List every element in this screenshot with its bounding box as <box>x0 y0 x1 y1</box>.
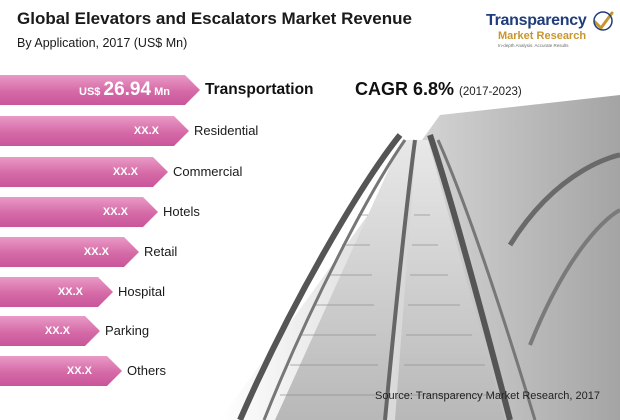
logo-line1: Transparency <box>486 12 587 29</box>
escalator-right-steps <box>395 140 505 420</box>
category-label-commercial: Commercial <box>173 164 243 179</box>
value-number: 26.94 <box>103 79 152 100</box>
cagr-period: (2017-2023) <box>459 86 522 98</box>
source-note: Source: Transparency Market Research, 20… <box>375 390 601 402</box>
category-label-residential: Residential <box>194 123 259 138</box>
category-label-hotels: Hotels <box>163 204 200 219</box>
category-label-hospital: Hospital <box>118 284 165 299</box>
bar-parking <box>0 316 100 346</box>
bar-residential <box>0 116 189 146</box>
bar-value-hospital: XX.X <box>57 286 83 298</box>
handrail-left <box>237 133 403 420</box>
bar-hospital <box>0 277 113 307</box>
category-label-retail: Retail <box>144 244 178 259</box>
category-label-others: Others <box>127 363 167 378</box>
logo-tagline: In-depth Analysis. Accurate Results <box>498 43 569 48</box>
chart-title: Global Elevators and Escalators Market R… <box>17 9 412 28</box>
chart-subtitle: By Application, 2017 (US$ Mn) <box>17 36 188 50</box>
bar-transportation <box>0 75 200 105</box>
bar-value-commercial: XX.X <box>112 166 138 178</box>
bar-value-others: XX.X <box>66 365 92 377</box>
handrail-center <box>383 139 417 420</box>
handrail-right <box>427 134 513 420</box>
cagr-label: CAGR 6.8% (2017-2023) <box>355 79 522 100</box>
bar-value-hotels: XX.X <box>102 206 128 218</box>
bar-others <box>0 356 122 386</box>
bar-retail <box>0 237 139 267</box>
escalator-illustration <box>220 95 620 420</box>
logo-line2: Market Research <box>498 30 587 42</box>
company-logo: Transparency Market Research In-depth An… <box>486 11 614 52</box>
bar-value-transportation: US$ 26.94 Mn <box>0 75 170 105</box>
bar-value-parking: XX.X <box>44 325 70 337</box>
category-label-parking: Parking <box>105 323 150 338</box>
value-currency: US$ <box>79 86 104 98</box>
bar-value-residential: XX.X <box>133 125 159 137</box>
escalator-curve-arc <box>507 152 620 247</box>
logo-swoosh-icon <box>593 11 614 31</box>
category-label-transportation: Transportation <box>205 81 314 98</box>
bar-value-retail: XX.X <box>83 246 109 258</box>
cagr-value: CAGR 6.8% <box>355 79 455 99</box>
bar-commercial <box>0 157 168 187</box>
escalator-left-steps <box>275 140 415 420</box>
bar-hotels <box>0 197 158 227</box>
value-unit: Mn <box>151 86 170 98</box>
